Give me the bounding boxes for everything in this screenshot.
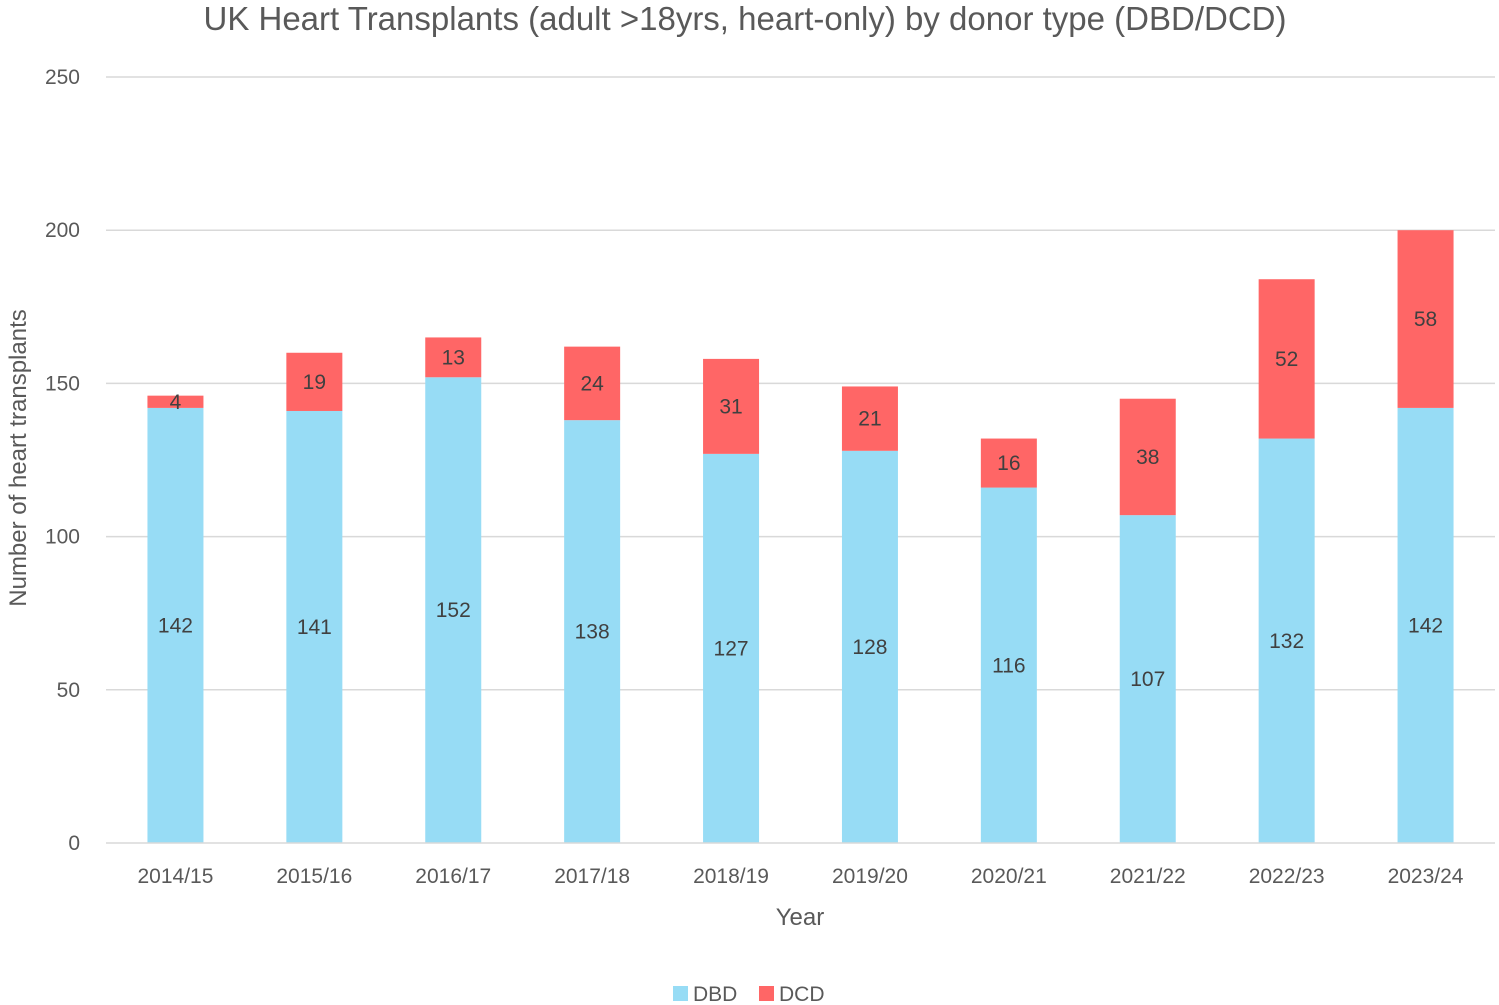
bars <box>147 230 1454 843</box>
bar-dbd-2023-24 <box>1397 407 1454 843</box>
x-tick-label: 2016/17 <box>415 865 491 888</box>
data-label-dcd: 58 <box>1414 308 1437 331</box>
bar-dcd-2016-17 <box>425 337 482 378</box>
data-label-dbd: 132 <box>1269 630 1304 653</box>
bar-dbd-2014-15 <box>147 407 204 843</box>
data-label-dcd: 24 <box>580 372 604 395</box>
bar-dbd-2017-18 <box>564 420 621 843</box>
data-label-dbd: 152 <box>436 599 471 622</box>
x-tick-label: 2019/20 <box>832 865 908 888</box>
chart-title: UK Heart Transplants (adult >18yrs, hear… <box>203 0 1286 37</box>
bar-dbd-2022-23 <box>1258 438 1315 843</box>
legend: DBD DCD <box>673 983 825 1005</box>
data-label-dcd: 21 <box>858 408 881 431</box>
data-label-dcd: 13 <box>442 346 465 369</box>
legend-label-dcd: DCD <box>779 983 825 1005</box>
data-label-dcd: 31 <box>719 395 742 418</box>
data-label-dbd: 142 <box>1408 614 1443 637</box>
y-tick-label: 50 <box>57 679 80 702</box>
bar-dbd-2020-21 <box>980 487 1037 843</box>
y-tick-label: 0 <box>68 832 80 855</box>
data-label-dcd: 4 <box>170 391 182 414</box>
data-label-dbd: 116 <box>992 654 1025 677</box>
y-axis-label: Number of heart transplants <box>5 309 32 606</box>
x-tick-label: 2017/18 <box>554 865 630 888</box>
x-axis-ticks: 2014/15 2015/16 2016/17 2017/18 2018/19 2019/… <box>137 865 1463 888</box>
legend-swatch-dbd <box>673 986 688 1001</box>
y-tick-label: 200 <box>45 219 80 242</box>
bar-dcd-2014-15 <box>147 395 204 408</box>
x-tick-label: 2020/21 <box>971 865 1047 888</box>
x-tick-label: 2021/22 <box>1110 865 1186 888</box>
data-label-dcd: 19 <box>303 371 326 394</box>
data-label-dbd: 127 <box>714 637 749 660</box>
bar-dcd-2019-20 <box>841 386 898 451</box>
x-tick-label: 2022/23 <box>1249 865 1325 888</box>
bar-dcd-2020-21 <box>980 438 1037 488</box>
x-tick-label: 2023/24 <box>1388 865 1464 888</box>
bar-dcd-2015-16 <box>286 352 343 411</box>
bar-dcd-2018-19 <box>703 358 760 454</box>
y-tick-label: 100 <box>45 526 80 549</box>
bar-dcd-2023-24 <box>1397 230 1454 408</box>
legend-swatch-dcd <box>759 986 774 1001</box>
bar-dcd-2022-23 <box>1258 279 1315 439</box>
bar-dbd-2015-16 <box>286 410 343 843</box>
data-label-dcd: 38 <box>1136 446 1159 469</box>
data-label-dcd: 16 <box>997 452 1020 475</box>
y-tick-label: 150 <box>45 372 80 395</box>
bar-dbd-2021-22 <box>1119 515 1176 843</box>
x-tick-label: 2014/15 <box>137 865 213 888</box>
bar-dbd-2019-20 <box>841 450 898 843</box>
data-label-dbd: 141 <box>297 616 332 639</box>
data-label-dbd: 142 <box>158 614 193 637</box>
bar-dcd-2017-18 <box>564 346 621 421</box>
data-label-dcd: 52 <box>1275 348 1298 371</box>
data-labels: 142 4 141 19 152 13 138 24 127 31 128 21 116 16 107 38 1… <box>158 308 1443 691</box>
x-tick-label: 2015/16 <box>276 865 352 888</box>
bar-dcd-2021-22 <box>1119 398 1176 516</box>
data-label-dbd: 107 <box>1130 668 1165 691</box>
bar-dbd-2016-17 <box>425 377 482 843</box>
bar-dbd-2018-19 <box>703 453 760 843</box>
x-axis-label: Year <box>776 904 825 931</box>
legend-label-dbd: DBD <box>693 983 737 1005</box>
data-label-dbd: 138 <box>575 621 610 644</box>
data-label-dbd: 128 <box>852 636 887 659</box>
y-axis-ticks: 0 50 100 150 200 250 <box>45 66 80 855</box>
y-tick-label: 250 <box>45 66 80 89</box>
x-tick-label: 2018/19 <box>693 865 769 888</box>
